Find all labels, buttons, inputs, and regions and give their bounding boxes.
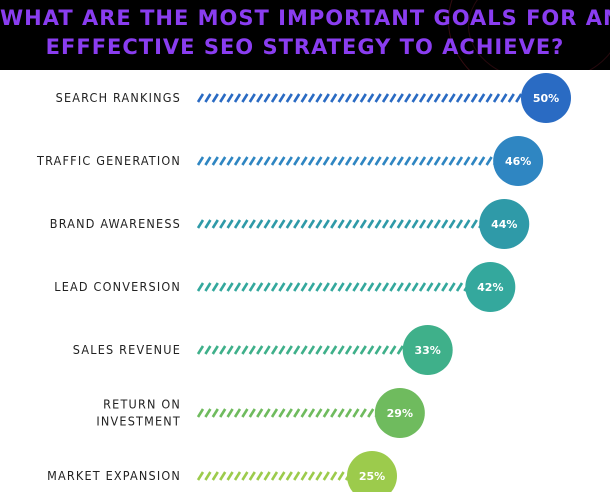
decorative-ring xyxy=(468,0,610,70)
data-label: 42% xyxy=(477,281,503,294)
category-label: SALES REVENUE xyxy=(73,342,181,357)
data-label: 50% xyxy=(533,92,559,105)
title-line-1: What are the most important goals for an xyxy=(0,6,610,30)
bar xyxy=(196,471,367,481)
data-label: 29% xyxy=(387,407,413,420)
title-line-2: efffective SEO strategy to achieve? xyxy=(45,35,565,59)
category-label: SEARCH RANKINGS xyxy=(56,90,181,105)
bar xyxy=(196,282,486,292)
category-label: INVESTMENT xyxy=(96,414,181,429)
bar xyxy=(196,345,427,355)
bar xyxy=(196,408,397,418)
chart-title: What are the most important goals for an… xyxy=(0,4,610,62)
value-marker xyxy=(493,136,544,186)
value-marker xyxy=(521,73,571,123)
category-label: BRAND AWARENESS xyxy=(50,216,181,231)
bar xyxy=(196,93,545,103)
value-marker xyxy=(465,262,516,312)
bar xyxy=(196,156,515,166)
value-marker xyxy=(347,451,397,492)
data-label: 25% xyxy=(359,470,385,483)
category-label: LEAD CONVERSION xyxy=(54,279,181,294)
header-banner: What are the most important goals for an… xyxy=(0,0,610,70)
value-marker xyxy=(402,325,453,375)
data-label: 33% xyxy=(415,344,441,357)
data-label: 46% xyxy=(505,155,531,168)
category-label: TRAFFIC GENERATION xyxy=(36,153,181,168)
bar-chart: SEARCH RANKINGS 50% TRAFFIC GENERATION 46% B… xyxy=(36,73,571,492)
category-label: RETURN ON xyxy=(103,397,181,412)
value-marker xyxy=(374,388,425,438)
value-marker xyxy=(479,199,530,249)
data-label: 44% xyxy=(491,218,517,231)
category-label: MARKET EXPANSION xyxy=(47,468,181,483)
bar xyxy=(196,219,501,229)
